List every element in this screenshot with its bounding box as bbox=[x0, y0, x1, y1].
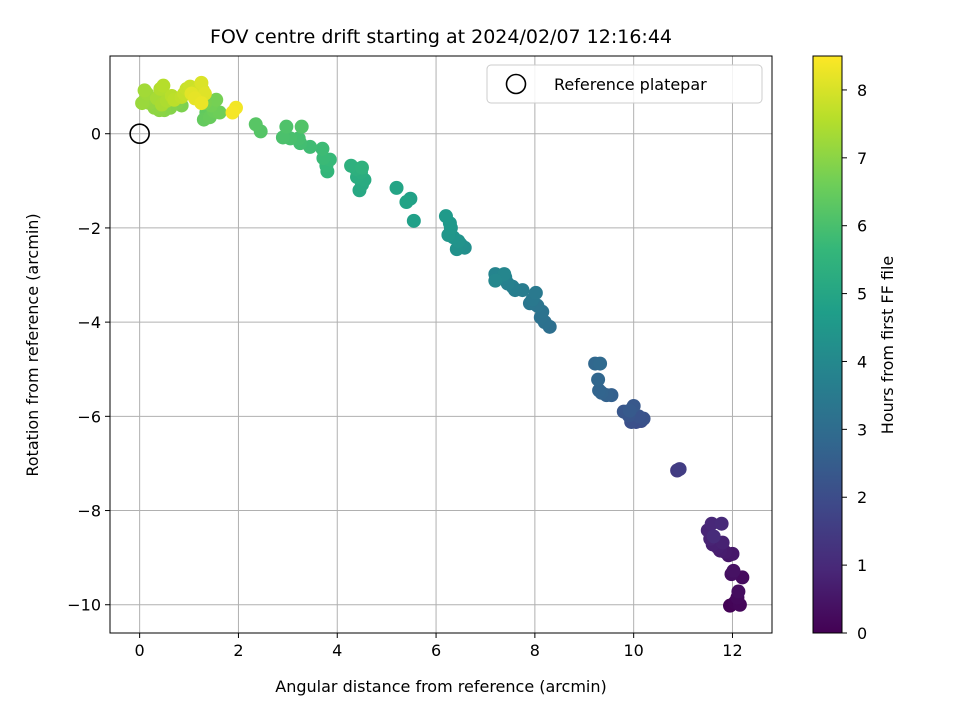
x-tick-label: 2 bbox=[233, 641, 243, 660]
colorbar-tick-label: 6 bbox=[857, 217, 867, 236]
colorbar-axis: 0 1 2 3 4 5 6 7 8 bbox=[842, 81, 867, 643]
data-point bbox=[622, 403, 637, 418]
colorbar-tick-label: 5 bbox=[857, 285, 867, 304]
colorbar-tick-label: 1 bbox=[857, 556, 867, 575]
data-point bbox=[714, 516, 729, 531]
data-point bbox=[354, 160, 369, 175]
reference-point-marker bbox=[129, 123, 150, 145]
y-tick-label: 0 bbox=[91, 125, 101, 144]
data-point bbox=[344, 158, 359, 173]
plot-frame bbox=[109, 55, 773, 634]
data-point bbox=[591, 372, 606, 387]
y-tick-label: −8 bbox=[77, 502, 101, 521]
colorbar-tick-label: 0 bbox=[857, 624, 867, 643]
colorbar-tick-label: 3 bbox=[857, 420, 867, 439]
x-tick-label: 4 bbox=[332, 641, 342, 660]
colorbar-tick-label: 8 bbox=[857, 81, 867, 100]
y-axis: 0 −2 −4 −6 −8 −10 bbox=[67, 125, 110, 615]
data-point bbox=[488, 273, 503, 288]
data-point bbox=[406, 213, 421, 228]
y-axis-label: Rotation from reference (arcmin) bbox=[23, 213, 42, 476]
data-point bbox=[279, 119, 294, 134]
data-point bbox=[592, 383, 607, 398]
x-tick-label: 6 bbox=[431, 641, 441, 660]
colorbar-tick-label: 2 bbox=[857, 488, 867, 507]
data-point bbox=[438, 209, 453, 224]
chart-title: FOV centre drift starting at 2024/02/07 … bbox=[210, 26, 672, 48]
x-tick-label: 8 bbox=[530, 641, 540, 660]
data-points bbox=[135, 75, 750, 613]
y-tick-label: −10 bbox=[67, 596, 101, 615]
colorbar-tick-label: 4 bbox=[857, 352, 867, 371]
data-point bbox=[399, 195, 414, 210]
x-axis-label: Angular distance from reference (arcmin) bbox=[275, 677, 606, 696]
colorbar-tick-label: 7 bbox=[857, 149, 867, 168]
data-point bbox=[731, 584, 746, 599]
legend-marker-icon bbox=[505, 73, 527, 95]
colorbar-label: Hours from first FF file bbox=[878, 256, 897, 435]
x-tick-label: 0 bbox=[135, 641, 145, 660]
x-tick-label: 12 bbox=[722, 641, 742, 660]
data-point bbox=[248, 117, 263, 132]
data-point bbox=[194, 75, 209, 90]
y-tick-label: −6 bbox=[77, 407, 101, 426]
data-point bbox=[137, 83, 152, 98]
legend: Reference platepar bbox=[486, 64, 763, 104]
y-tick-label: −4 bbox=[77, 313, 101, 332]
data-point bbox=[593, 356, 608, 371]
data-point bbox=[294, 119, 309, 134]
y-tick-label: −2 bbox=[77, 219, 101, 238]
data-point bbox=[389, 180, 404, 195]
data-point bbox=[726, 563, 741, 578]
legend-label: Reference platepar bbox=[554, 75, 707, 94]
data-point bbox=[275, 130, 290, 145]
data-point bbox=[209, 92, 224, 107]
data-point bbox=[706, 529, 721, 544]
data-point bbox=[704, 516, 719, 531]
data-point bbox=[194, 96, 209, 111]
data-point bbox=[156, 78, 171, 93]
colorbar bbox=[812, 55, 843, 634]
legend-box bbox=[486, 64, 763, 104]
data-point bbox=[528, 285, 543, 300]
data-point bbox=[672, 462, 687, 477]
grid bbox=[110, 56, 772, 633]
data-point bbox=[225, 105, 240, 120]
x-axis: 0 2 4 6 8 10 12 bbox=[135, 633, 743, 660]
x-tick-label: 10 bbox=[623, 641, 643, 660]
data-point bbox=[315, 141, 330, 156]
